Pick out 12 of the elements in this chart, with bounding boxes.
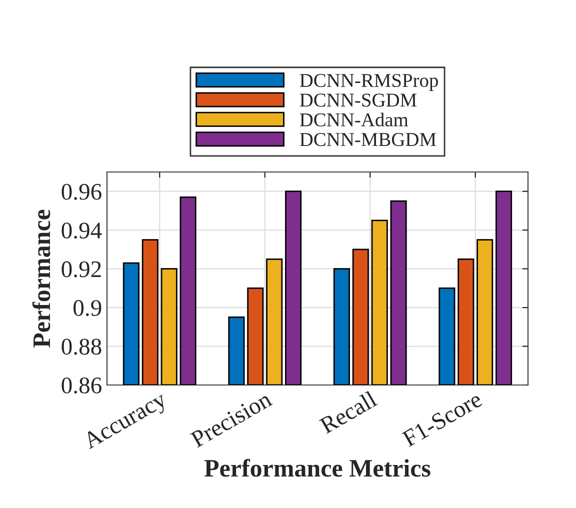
y-axis-title: Performance — [32, 210, 50, 348]
y-tick-label: 0.88 — [62, 338, 102, 355]
y-tick-label: 0.86 — [62, 377, 102, 394]
y-tick-label: 0.9 — [74, 300, 102, 316]
legend-label: DCNN-RMSProp — [300, 74, 438, 91]
legend-label: DCNN-Adam — [300, 112, 408, 126]
x-axis-title: Performance Metrics — [204, 458, 430, 477]
y-tick-label: 0.94 — [62, 222, 102, 239]
legend-label: DCNN-SGDM — [300, 94, 417, 107]
y-tick-label: 0.92 — [62, 261, 101, 278]
y-tick-label: 0.96 — [62, 184, 102, 200]
legend-label: DCNN-MBGDM — [300, 133, 436, 146]
